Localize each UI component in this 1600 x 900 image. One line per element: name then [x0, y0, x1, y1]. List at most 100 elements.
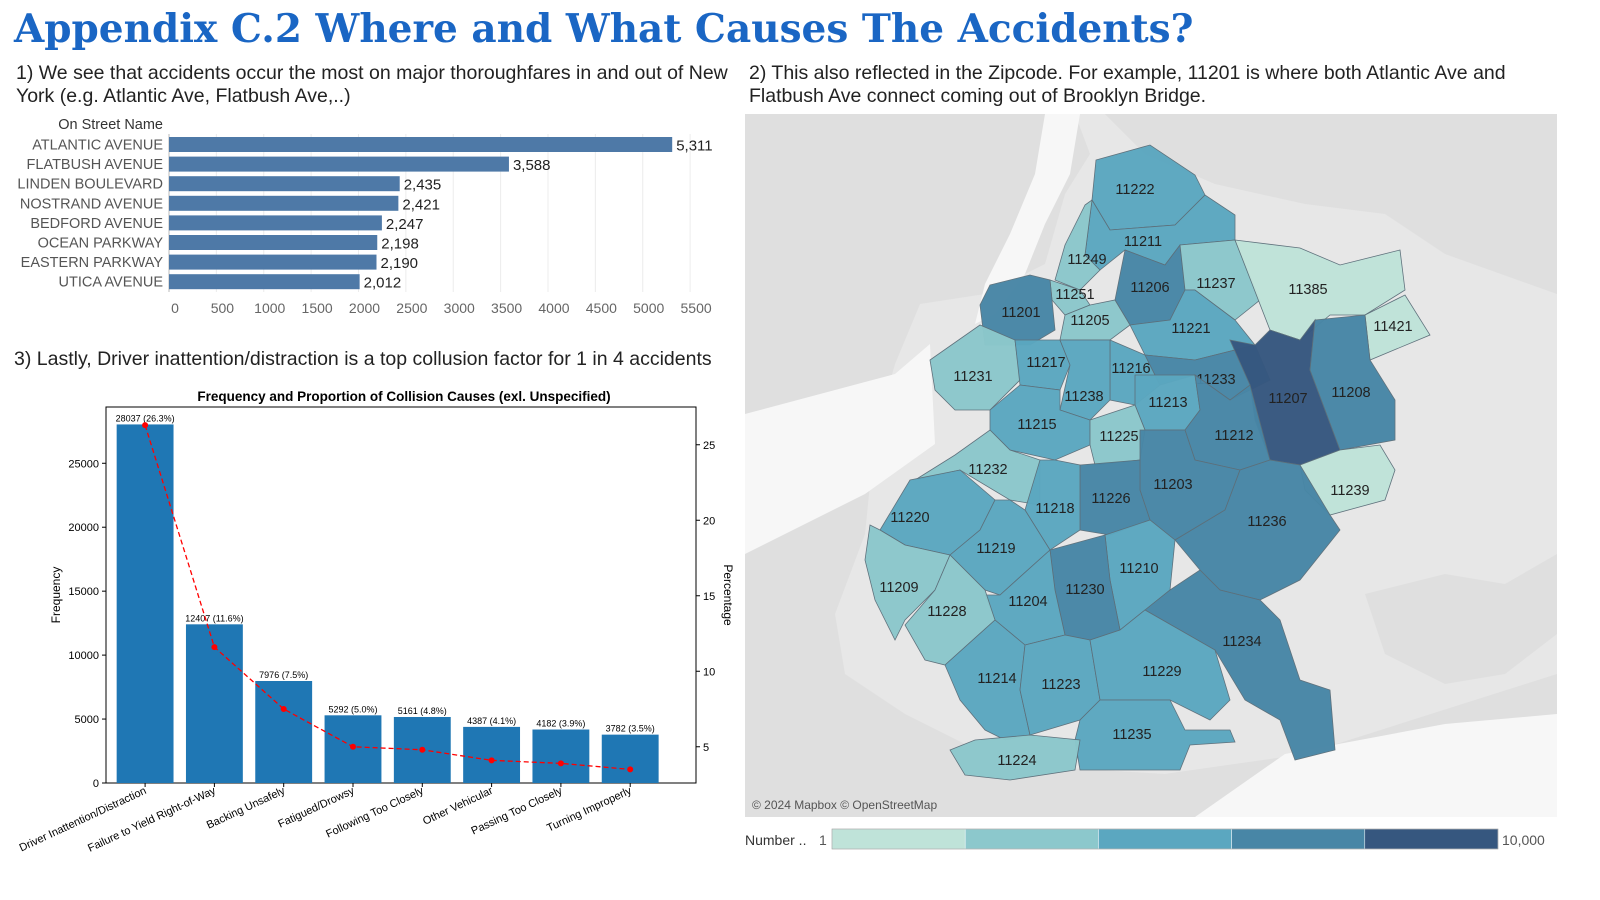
zip-region-11229[interactable]: 11229 [1089, 609, 1231, 721]
zip-label: 11214 [977, 671, 1016, 687]
x-tick-label: Backing Unsafely [205, 785, 288, 832]
zip-label: 11218 [1035, 501, 1074, 517]
zip-label: 11239 [1330, 483, 1369, 499]
bar-label: 5161 (4.8%) [398, 706, 447, 716]
zip-label: 11206 [1130, 280, 1169, 296]
map-land-texture [1105, 114, 1557, 294]
street-bar [169, 156, 509, 172]
street-bar [169, 176, 400, 192]
zip-region-11201[interactable]: 11201 [979, 274, 1056, 346]
zip-region-11237[interactable]: 11237 [1179, 239, 1261, 321]
cause-bar [116, 424, 174, 783]
zip-region-11209[interactable]: 11209 [864, 524, 951, 641]
bar-label: 28037 (26.3%) [116, 413, 175, 423]
zip-region-11226[interactable]: 11226 [1079, 459, 1151, 536]
zip-polygon [1074, 699, 1236, 771]
zip-region-11236[interactable]: 11236 [1174, 459, 1341, 601]
zipcode-map[interactable]: 11222 11211 11249 11206 11237 11385 11251 11201… [745, 114, 1557, 817]
zip-region-11210[interactable]: 11210 [1104, 519, 1176, 631]
zip-polygon [1059, 339, 1111, 421]
legend-swatch [1231, 828, 1366, 850]
zip-label: 11213 [1148, 395, 1187, 411]
y2-tick-label: 15 [703, 591, 715, 603]
zip-region-11238[interactable]: 11238 [1059, 339, 1111, 421]
zip-region-11249[interactable]: 11249 [1054, 199, 1107, 291]
percentage-line [144, 424, 631, 771]
zip-label: 11201 [1001, 305, 1040, 321]
y-axis-label: Frequency [49, 567, 63, 624]
x-tick-label: Failure to Yield Right-of-Way [86, 785, 218, 855]
map-legend: Number .. 1 10,000 [745, 828, 1545, 850]
category-label: NOSTRAND AVENUE [20, 196, 163, 212]
cause-bar [185, 624, 243, 783]
zip-label: 11220 [890, 510, 929, 526]
page-title: Appendix C.2 Where and What Causes The A… [14, 6, 1194, 52]
zip-label: 11217 [1026, 355, 1065, 371]
zip-region-11223[interactable]: 11223 [1019, 634, 1101, 736]
percentage-point [488, 757, 495, 764]
lower-bay [1195, 714, 1557, 817]
x-tick-label: 1000 [254, 300, 285, 316]
value-label: 2,421 [402, 196, 440, 213]
zip-label: 11207 [1268, 391, 1307, 407]
legend-swatch [1098, 828, 1232, 850]
x-tick-label: Driver Inattention/Distraction [18, 785, 149, 855]
zip-region-11231[interactable]: 11231 [929, 324, 1021, 411]
y2-axis-label: Percentage [721, 564, 735, 626]
category-label: UTICA AVENUE [59, 275, 164, 291]
zip-label: 11421 [1373, 319, 1412, 335]
percentage-point [142, 422, 149, 429]
street-bar [169, 254, 377, 270]
value-label: 3,588 [513, 157, 551, 174]
zip-region-11225[interactable]: 11225 [1089, 404, 1146, 466]
legend-swatch [1364, 828, 1499, 850]
map-land-texture [1365, 554, 1557, 684]
y2-tick-label: 10 [703, 666, 715, 678]
street-bar [169, 274, 360, 290]
street-bar [169, 215, 382, 231]
zip-region-11228[interactable]: 11228 [904, 554, 996, 666]
zip-polygon [949, 499, 1051, 596]
bar-label: 7976 (7.5%) [259, 670, 308, 680]
y2-tick-label: 25 [703, 440, 715, 452]
zip-region-11219[interactable]: 11219 [949, 499, 1051, 596]
zip-region-11224[interactable]: 11224 [949, 734, 1081, 781]
zip-region-11230[interactable]: 11230 [1049, 534, 1121, 641]
zip-label: 11237 [1196, 276, 1235, 292]
zip-region-11234[interactable]: 11234 [1144, 569, 1336, 761]
description-1: 1) We see that accidents occur the most … [16, 62, 728, 107]
value-label: 2,435 [404, 177, 442, 194]
zip-label: 11229 [1142, 664, 1181, 680]
zip-polygon [1144, 569, 1336, 761]
category-label: BEDFORD AVENUE [30, 216, 163, 232]
zip-region-11239[interactable]: 11239 [1299, 444, 1396, 516]
zip-label: 11228 [927, 604, 966, 620]
value-label: 2,190 [380, 255, 418, 272]
legend-label: Number .. [745, 832, 806, 848]
category-label: FLATBUSH AVENUE [27, 157, 164, 173]
zip-region-11208[interactable]: 11208 [1309, 314, 1396, 451]
zip-polygon [864, 524, 951, 641]
y2-tick-label: 20 [703, 515, 715, 527]
y2-tick-label: 5 [703, 742, 709, 754]
zip-polygon [1054, 199, 1101, 291]
zip-label: 11222 [1115, 182, 1154, 198]
category-label: EASTERN PARKWAY [21, 255, 164, 271]
zip-region-11205[interactable]: 11205 [1059, 299, 1131, 341]
zip-region-11232[interactable]: 11232 [914, 429, 1041, 506]
zip-region-11217[interactable]: 11217 [1014, 339, 1071, 391]
zip-region-11235[interactable]: 11235 [1074, 699, 1236, 771]
zip-label: 11205 [1070, 313, 1109, 329]
zip-label: 11216 [1111, 361, 1150, 377]
zip-label: 11251 [1055, 287, 1094, 303]
bar-label: 4182 (3.9%) [536, 719, 585, 729]
zip-region-11421[interactable]: 11421 [1364, 294, 1431, 361]
zip-label: 11203 [1153, 477, 1192, 493]
zip-region-11212[interactable]: 11212 [1184, 374, 1271, 471]
zip-region-11214[interactable]: 11214 [944, 619, 1031, 741]
zip-region-11206[interactable]: 11206 [1114, 243, 1186, 326]
legend-swatch [964, 828, 1099, 850]
x-tick-label: 0 [171, 300, 179, 316]
zip-region-11213[interactable]: 11213 [1134, 374, 1201, 431]
percentage-point [557, 760, 564, 767]
